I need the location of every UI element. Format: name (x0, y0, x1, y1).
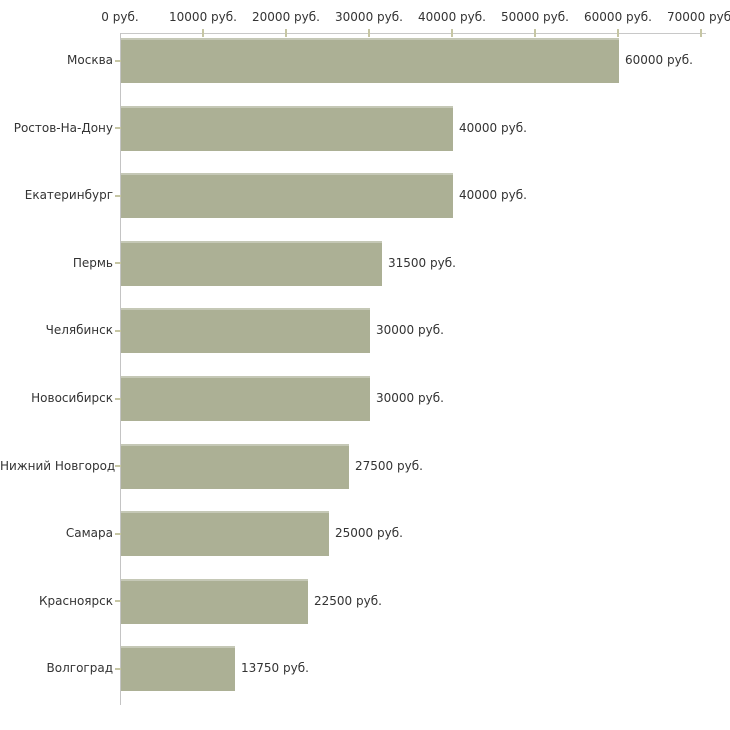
value-label: 60000 руб. (625, 53, 693, 67)
y-axis-tick (115, 330, 123, 332)
x-axis-tick-label: 0 руб. (101, 10, 139, 24)
y-axis-line (120, 33, 121, 705)
x-axis-tick (451, 29, 453, 37)
bar (121, 376, 370, 421)
bar (121, 579, 308, 624)
value-label: 27500 руб. (355, 459, 423, 473)
bar (121, 38, 619, 83)
y-axis-tick (115, 262, 123, 264)
bar (121, 106, 453, 151)
category-label: Красноярск (39, 594, 113, 608)
x-axis-tick (534, 29, 536, 37)
x-axis-tick (285, 29, 287, 37)
x-axis-tick (202, 29, 204, 37)
y-axis-tick (115, 127, 123, 129)
x-axis-tick-label: 50000 руб. (501, 10, 569, 24)
y-axis-tick (115, 668, 123, 670)
value-label: 40000 руб. (459, 188, 527, 202)
x-axis-line (120, 33, 706, 34)
category-label: Волгоград (46, 661, 113, 675)
category-label: Челябинск (45, 323, 113, 337)
x-axis-tick (617, 29, 619, 37)
category-label: Москва (67, 53, 113, 67)
category-label: Ростов-На-Дону (13, 121, 113, 135)
x-axis-tick (700, 29, 702, 37)
y-axis-tick (115, 600, 123, 602)
value-label: 30000 руб. (376, 323, 444, 337)
bar (121, 646, 235, 691)
category-label: Новосибирск (31, 391, 113, 405)
x-axis-tick-label: 60000 руб. (584, 10, 652, 24)
bar (121, 308, 370, 353)
y-axis-tick (115, 465, 123, 467)
y-axis-tick (115, 60, 123, 62)
value-label: 40000 руб. (459, 121, 527, 135)
x-axis-tick-label: 70000 руб. (667, 10, 730, 24)
value-label: 30000 руб. (376, 391, 444, 405)
value-label: 22500 руб. (314, 594, 382, 608)
x-axis-tick-label: 10000 руб. (169, 10, 237, 24)
category-label: Екатеринбург (24, 188, 113, 202)
x-axis-tick-label: 30000 руб. (335, 10, 403, 24)
category-label: Нижний Новгород (0, 459, 116, 473)
bar (121, 173, 453, 218)
y-axis-tick (115, 533, 123, 535)
bar (121, 444, 349, 489)
bar (121, 511, 329, 556)
x-axis-tick (368, 29, 370, 37)
value-label: 25000 руб. (335, 526, 403, 540)
x-axis-tick-label: 40000 руб. (418, 10, 486, 24)
y-axis-tick (115, 398, 123, 400)
y-axis-tick (115, 195, 123, 197)
bar (121, 241, 382, 286)
value-label: 31500 руб. (388, 256, 456, 270)
category-label: Самара (65, 526, 113, 540)
value-label: 13750 руб. (241, 661, 309, 675)
category-label: Пермь (72, 256, 113, 270)
x-axis-tick-label: 20000 руб. (252, 10, 320, 24)
